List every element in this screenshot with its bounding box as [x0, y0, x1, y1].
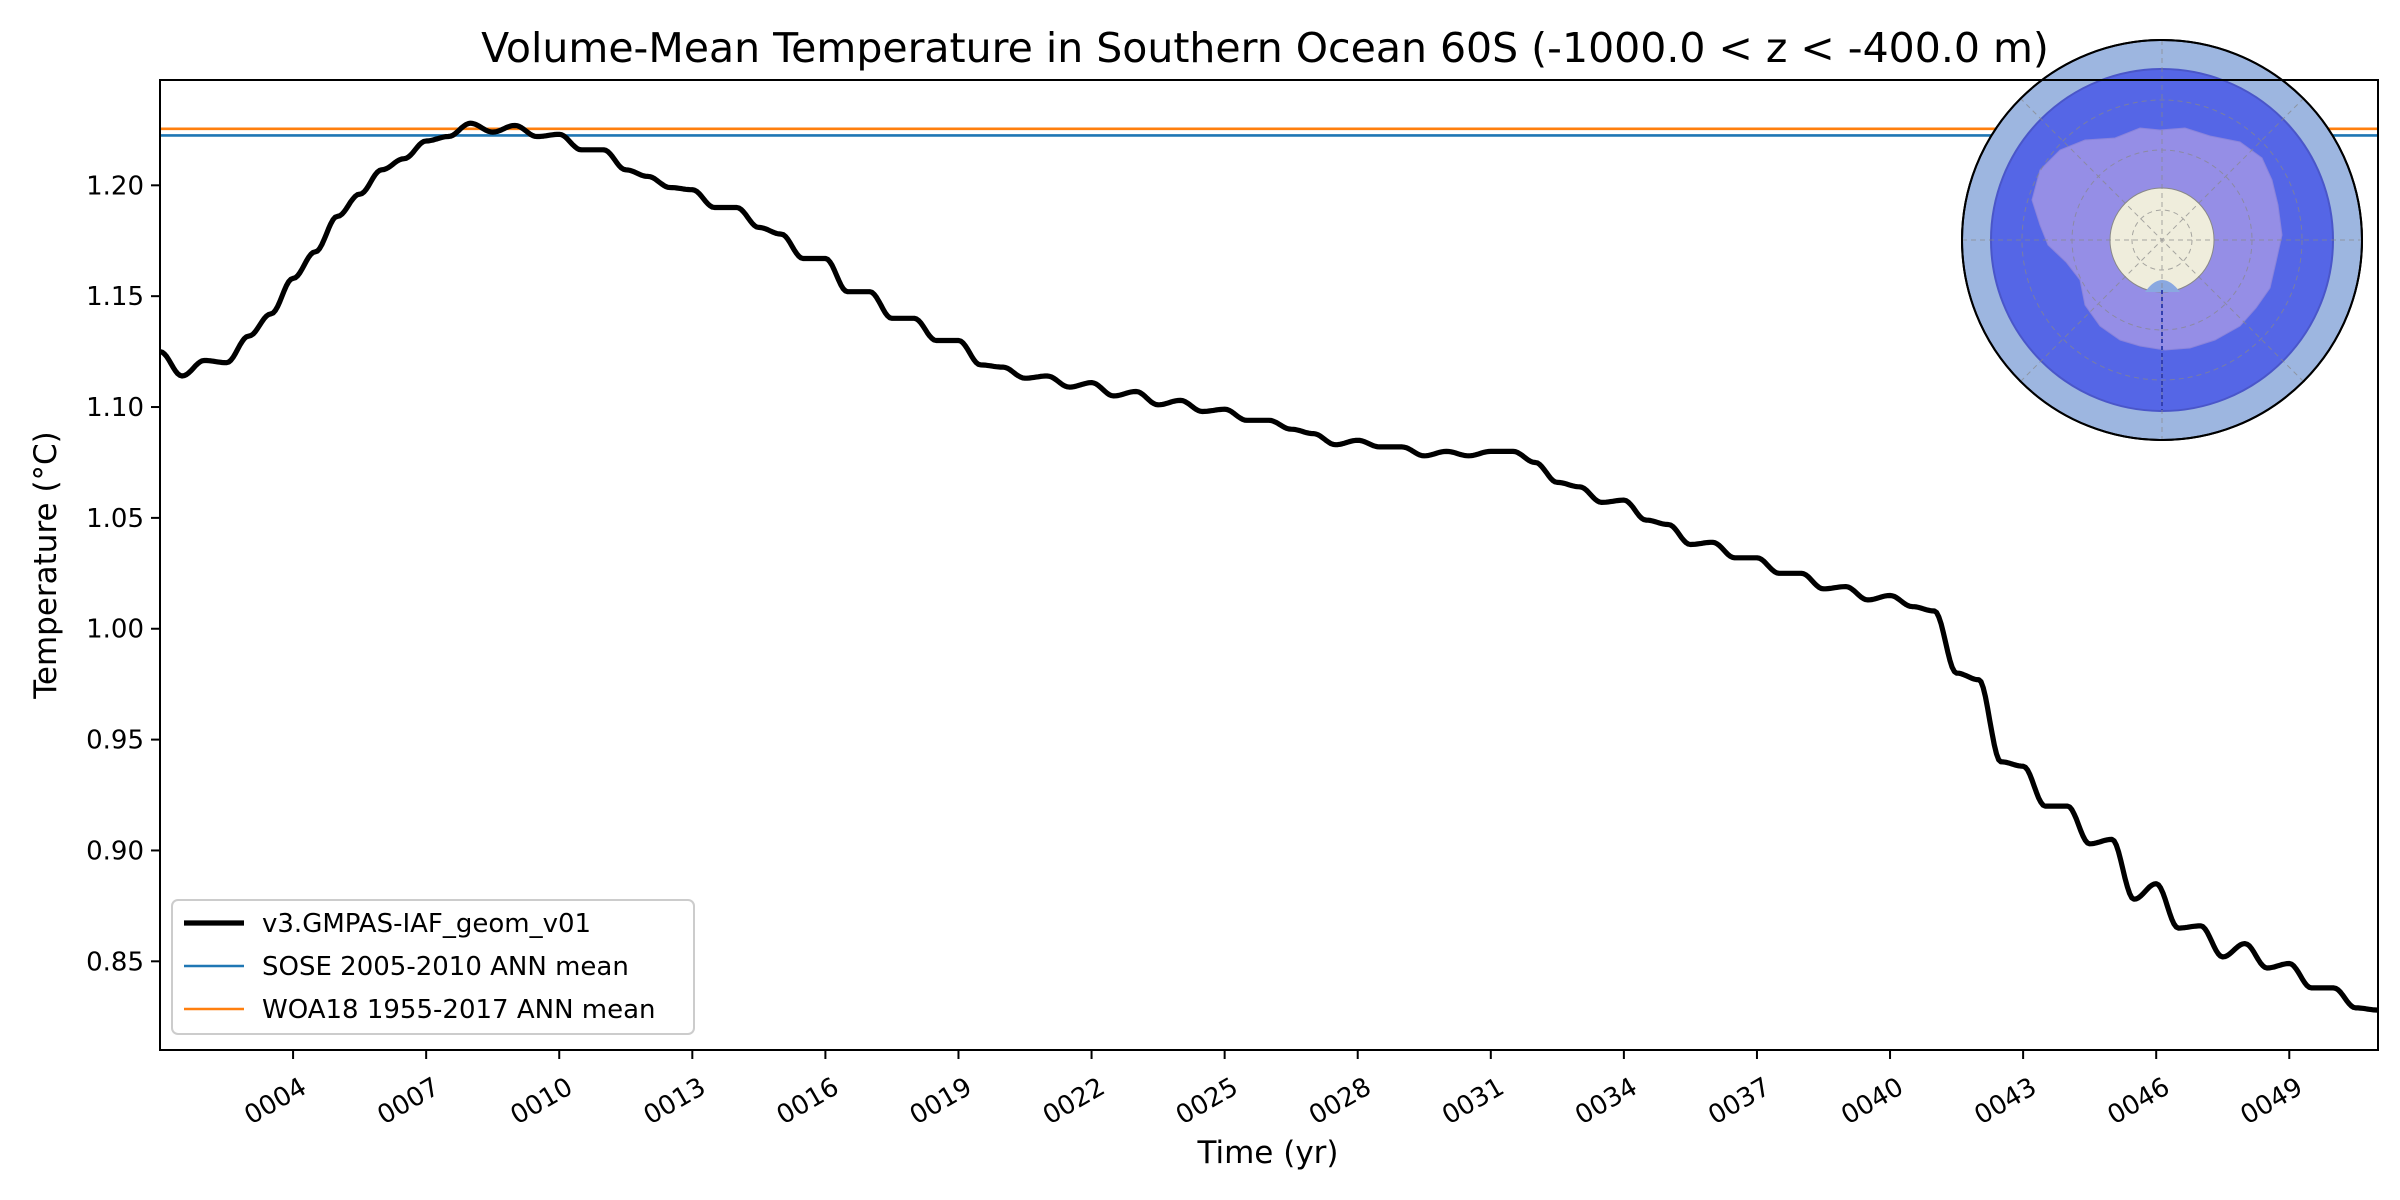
x-tick-label: 0019	[905, 1072, 977, 1131]
model-temperature-line	[160, 120, 2378, 1013]
y-axis-label: Temperature (°C)	[28, 431, 64, 700]
y-tick-label: 1.15	[86, 282, 144, 312]
x-axis-ticks: 0004 0007 0010 0013 0016 0019 0022 0025 0028 0031…	[239, 1050, 2308, 1131]
x-tick-label: 0004	[239, 1072, 311, 1131]
legend: v3.GMPAS-IAF_geom_v01 SOSE 2005-2010 ANN…	[171, 899, 695, 1035]
x-tick-label: 0028	[1304, 1072, 1376, 1131]
plot-area-frame	[159, 79, 2379, 1051]
x-tick-label: 0022	[1038, 1072, 1110, 1131]
x-tick-label: 0010	[506, 1072, 578, 1131]
x-tick-label: 0016	[772, 1072, 844, 1131]
x-tick-label: 0025	[1171, 1072, 1243, 1131]
y-tick-label: 0.85	[86, 947, 144, 977]
legend-label-sose: SOSE 2005-2010 ANN mean	[262, 952, 629, 982]
y-tick-label: 0.95	[86, 726, 144, 756]
x-tick-label: 0007	[373, 1072, 445, 1131]
y-tick-label: 1.05	[86, 504, 144, 534]
x-tick-label: 0013	[639, 1072, 711, 1131]
x-tick-label: 0037	[1703, 1072, 1775, 1131]
x-tick-label: 0049	[2236, 1072, 2308, 1131]
south-polar-map-inset	[1961, 39, 2363, 441]
x-tick-label: 0040	[1836, 1072, 1908, 1131]
x-tick-label: 0046	[2103, 1072, 2175, 1131]
chart-title: Volume-Mean Temperature in Southern Ocea…	[481, 24, 2049, 72]
y-tick-label: 0.90	[86, 836, 144, 866]
y-tick-label: 1.10	[86, 393, 144, 423]
y-tick-label: 1.20	[86, 171, 144, 201]
x-axis-label: Time (yr)	[1197, 1135, 1339, 1171]
legend-label-woa: WOA18 1955-2017 ANN mean	[262, 995, 656, 1025]
legend-box	[171, 899, 695, 1035]
x-tick-label: 0043	[1970, 1072, 2042, 1131]
x-tick-label: 0034	[1570, 1072, 1642, 1131]
legend-label-model: v3.GMPAS-IAF_geom_v01	[262, 909, 591, 939]
y-gridline-ticks: 0.85 0.90 0.95 1.00 1.05 1.10 1.15 1.20	[86, 171, 160, 977]
y-tick-label: 1.00	[86, 615, 144, 645]
x-tick-label: 0031	[1437, 1072, 1509, 1131]
